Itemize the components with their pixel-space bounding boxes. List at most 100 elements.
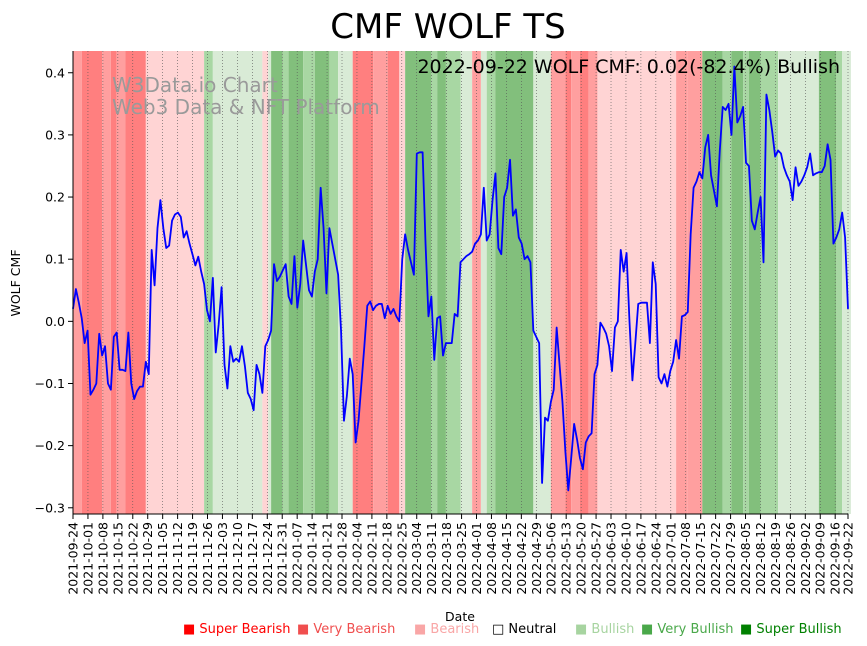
x-tick-label: 2022-04-01 [469, 522, 484, 595]
x-tick-label: 2022-07-22 [708, 522, 723, 595]
regime-band-super_bearish [81, 51, 103, 514]
x-tick-label: 2022-04-29 [529, 522, 544, 595]
chart-title: CMF WOLF TS [330, 7, 565, 47]
legend-item: ■ Bearish [414, 622, 479, 637]
x-tick-label: 2021-12-10 [230, 522, 245, 595]
x-tick-label: 2022-07-08 [678, 522, 693, 595]
regime-band-bearish [612, 51, 677, 514]
x-tick-label: 2021-12-03 [215, 522, 230, 595]
x-tick-label: 2022-01-14 [305, 522, 320, 595]
regime-band-very_bearish [588, 51, 598, 514]
x-tick-label: 2022-04-08 [484, 522, 499, 595]
cmf-line-series [72, 65, 849, 492]
x-tick-label: 2022-02-11 [364, 522, 379, 595]
x-tick-label: 2022-04-22 [514, 522, 529, 595]
x-tick-label: 2021-10-22 [125, 522, 140, 595]
regime-band-bearish [262, 51, 269, 514]
x-tick-label: 2022-07-29 [723, 522, 738, 595]
x-tick-label: 2022-01-21 [320, 522, 335, 595]
regime-band-very_bullish [731, 51, 744, 514]
x-tick-label: 2022-08-12 [753, 522, 768, 595]
regime-band-very_bullish [702, 51, 723, 514]
y-tick-label: −0.2 [35, 438, 65, 453]
x-tick-label: 2022-04-15 [499, 522, 514, 595]
legend-item: ■ Bullish [575, 622, 634, 637]
regime-band-very_bearish [676, 51, 688, 514]
y-tick-label: −0.3 [35, 500, 65, 515]
x-tick-label: 2022-05-27 [589, 522, 604, 595]
x-tick-label: 2021-12-31 [275, 522, 290, 595]
x-tick-label: 2022-08-19 [768, 522, 783, 595]
regime-band-bullish [329, 51, 339, 514]
regime-band-neutral_bull [338, 51, 353, 514]
x-tick-label: 2022-05-13 [559, 522, 574, 595]
x-tick-label: 2022-09-02 [798, 522, 813, 595]
regime-band-super_bearish [125, 51, 146, 514]
regime-band-bullish [743, 51, 749, 514]
x-tick-label: 2021-11-05 [155, 522, 170, 595]
y-tick-label: 0.4 [45, 65, 65, 80]
regime-band-neutral_bull [778, 51, 819, 514]
x-tick-label: 2022-03-18 [439, 522, 454, 595]
regime-band-very_bearish [116, 51, 126, 514]
x-tick-label: 2021-09-24 [66, 522, 81, 595]
regime-band-super_bearish [579, 51, 589, 514]
x-tick-label: 2021-11-26 [200, 522, 215, 595]
y-axis-label: WOLF CMF [8, 249, 23, 316]
regime-band-very_bearish [550, 51, 566, 514]
x-tick-label: 2022-05-20 [574, 522, 589, 595]
x-tick-label: 2021-11-19 [185, 522, 200, 595]
x-tick-label: 2022-03-04 [409, 522, 424, 595]
regime-band-very_bullish [314, 51, 330, 514]
x-tick-label: 2022-02-04 [349, 522, 364, 595]
regime-band-very_bearish [373, 51, 388, 514]
x-tick-label: 2022-05-06 [544, 522, 559, 595]
regime-band-very_bullish [271, 51, 283, 514]
y-axis-ticks: −0.3 −0.2 −0.1 0.0 0.1 0.2 0.3 0.4 [35, 65, 73, 515]
regime-band-bullish [722, 51, 732, 514]
x-tick-label: 2021-10-01 [80, 522, 95, 595]
date-gridlines [72, 51, 849, 514]
regime-band-super_bearish [387, 51, 400, 514]
x-tick-label: 2022-06-03 [604, 522, 619, 595]
x-tick-label: 2022-06-10 [618, 522, 633, 595]
regime-band-super_bearish [352, 51, 374, 514]
regime-band-neutral_bull [533, 51, 551, 514]
x-tick-label: 2022-06-24 [648, 522, 663, 595]
x-tick-label: 2021-10-29 [140, 522, 155, 595]
x-tick-label: 2022-02-18 [379, 522, 394, 595]
regime-band-bullish [445, 51, 461, 514]
watermark-line-1: W3Data.io Chart [112, 73, 278, 97]
regime-band-neutral_bull [480, 51, 487, 514]
legend-item: ■ Very Bullish [641, 622, 733, 637]
x-axis-ticks: 2021-09-24 2021-10-01 2021-10-08 2021-10-15… [66, 514, 856, 595]
x-tick-label: 2022-09-09 [813, 522, 828, 595]
x-tick-label: 2022-01-07 [290, 522, 305, 595]
chart-legend: ■ Super Bearish ■ Very Bearish ■ Bearish □ … [183, 622, 842, 637]
x-tick-label: 2022-06-17 [633, 522, 648, 595]
x-tick-label: 2022-03-25 [454, 522, 469, 595]
y-tick-label: 0.1 [45, 252, 65, 267]
regime-band-very_bullish [495, 51, 534, 514]
regime-band-super_bearish [110, 51, 117, 514]
y-tick-label: −0.1 [35, 376, 65, 391]
x-tick-label: 2021-12-17 [245, 522, 260, 595]
y-tick-label: 0.3 [45, 127, 65, 142]
regime-band-very_bearish [687, 51, 703, 514]
regime-band-super_bearish [565, 51, 572, 514]
regime-band-bullish [282, 51, 289, 514]
x-tick-label: 2022-09-22 [841, 522, 856, 595]
x-tick-label: 2021-10-15 [110, 522, 125, 595]
regime-band-bullish [836, 51, 843, 514]
plot-axes [72, 51, 848, 515]
x-tick-label: 2022-01-28 [335, 522, 350, 595]
legend-item: ■ Super Bearish [183, 622, 291, 637]
regime-band-neutral_bull [460, 51, 473, 514]
x-axis-label: Date [445, 609, 475, 624]
regime-band-bearish [399, 51, 406, 514]
regime-band-neutral_bull [268, 51, 272, 514]
regime-band-very_bearish [102, 51, 111, 514]
regime-band-very_bearish [571, 51, 580, 514]
x-tick-label: 2021-10-08 [95, 522, 110, 595]
